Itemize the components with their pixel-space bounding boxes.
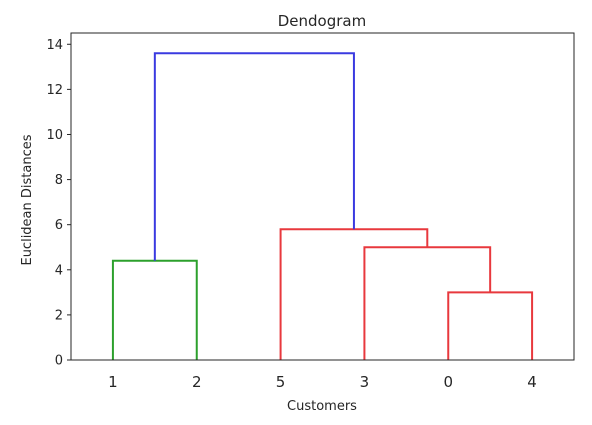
y-tick-label: 6 xyxy=(55,218,63,233)
y-tick-label: 14 xyxy=(46,38,63,53)
y-tick-label: 10 xyxy=(46,128,63,143)
chart-title: Dendogram xyxy=(278,12,366,30)
x-tick-label: 3 xyxy=(360,373,370,391)
x-tick-label: 0 xyxy=(443,373,453,391)
dendrogram-link-red xyxy=(364,247,490,360)
x-tick-label: 2 xyxy=(192,373,202,391)
dendrogram-links xyxy=(113,53,532,360)
y-tick-label: 4 xyxy=(55,263,63,278)
y-tick-label: 0 xyxy=(55,354,63,369)
x-tick-label: 1 xyxy=(108,373,118,391)
x-tick-label: 5 xyxy=(276,373,286,391)
dendrogram-link-red xyxy=(448,292,532,360)
y-tick-label: 8 xyxy=(55,173,63,188)
plot-frame xyxy=(71,33,574,360)
dendrogram-link-red xyxy=(281,229,428,360)
dendrogram-link-green xyxy=(113,261,197,360)
y-axis-label: Euclidean Distances xyxy=(20,134,35,265)
x-axis-label: Customers xyxy=(287,399,357,414)
x-tick-label: 4 xyxy=(527,373,537,391)
y-axis: 0 2 4 6 8 10 12 14 xyxy=(46,38,71,369)
x-axis: 1 2 5 3 0 4 xyxy=(108,373,537,391)
y-tick-label: 12 xyxy=(46,83,63,98)
y-tick-label: 2 xyxy=(55,308,63,323)
